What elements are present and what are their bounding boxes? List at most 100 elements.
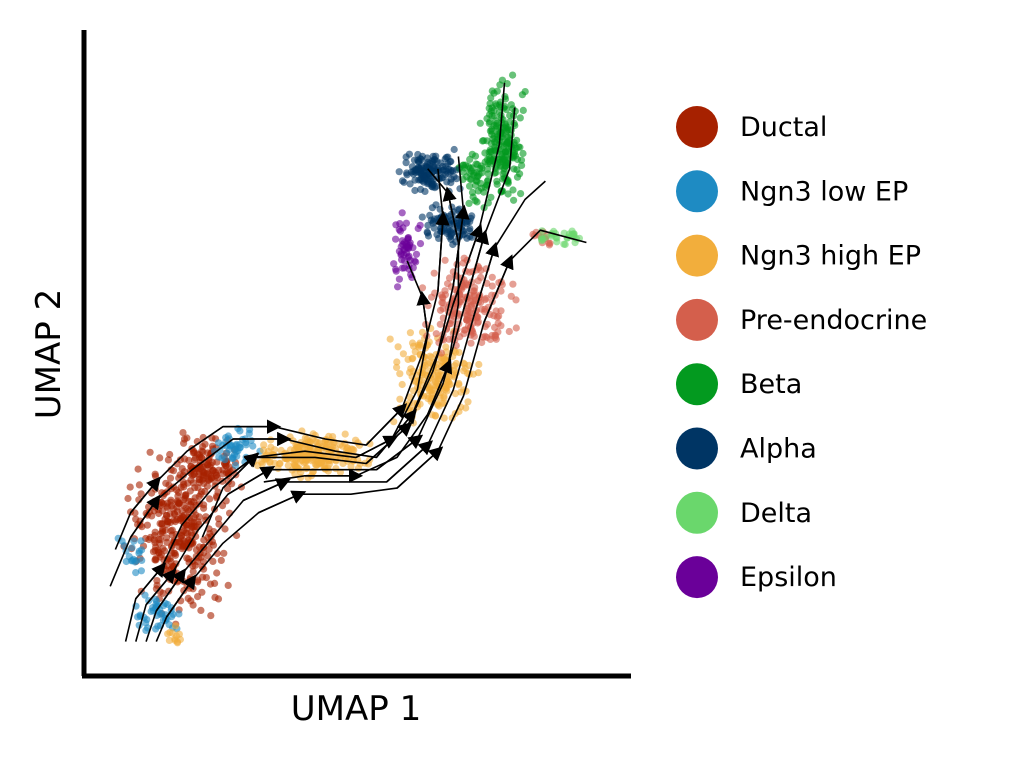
data-point (519, 106, 527, 114)
data-point (441, 256, 449, 264)
data-point (149, 604, 157, 612)
data-point (355, 441, 364, 449)
data-point (450, 145, 458, 154)
data-point (138, 556, 146, 565)
data-point (131, 558, 139, 566)
data-point (169, 505, 177, 513)
legend-item: Delta (676, 491, 812, 534)
data-point (181, 455, 189, 463)
data-point (488, 291, 496, 299)
data-point (175, 543, 183, 551)
data-point (474, 318, 482, 326)
legend-label: Ngn3 low EP (740, 176, 908, 207)
data-point (212, 471, 221, 479)
data-point (509, 186, 517, 194)
data-point (402, 240, 410, 248)
data-point (221, 525, 229, 533)
data-point (128, 544, 136, 552)
data-point (487, 94, 495, 102)
data-point (165, 636, 173, 645)
data-point (411, 176, 419, 184)
streamline-arrow (365, 403, 408, 446)
data-point (447, 320, 455, 328)
data-point (396, 395, 404, 403)
data-point (211, 579, 219, 588)
data-point (275, 460, 283, 468)
data-point (176, 635, 184, 644)
data-point (134, 465, 142, 473)
data-point (405, 150, 413, 158)
data-point (191, 484, 199, 492)
data-point (191, 454, 199, 462)
data-point (424, 302, 432, 310)
data-point (183, 434, 191, 442)
data-point (492, 307, 500, 315)
data-point (207, 612, 215, 620)
data-point (493, 180, 501, 188)
data-point (321, 462, 329, 470)
streamline-arrow (473, 241, 500, 317)
data-point (283, 455, 291, 463)
data-point (174, 498, 182, 506)
data-point (467, 339, 475, 347)
legend-label: Epsilon (740, 562, 837, 593)
data-point (138, 546, 146, 554)
data-point (483, 115, 491, 123)
data-point (295, 465, 304, 473)
data-point (142, 626, 150, 635)
data-point (187, 597, 195, 605)
data-point (164, 456, 172, 464)
data-point (439, 305, 447, 313)
data-point (303, 435, 311, 443)
data-point (386, 335, 394, 343)
data-point (313, 438, 321, 446)
data-point (349, 445, 357, 453)
legend-swatch (676, 298, 718, 341)
streamline-arrow (355, 435, 399, 459)
data-point (445, 165, 453, 173)
data-point (164, 630, 172, 638)
data-point (233, 452, 241, 460)
data-point (512, 324, 520, 332)
streamline-arrow (376, 434, 424, 471)
data-point (477, 273, 485, 281)
data-point (468, 188, 477, 196)
data-point (393, 363, 401, 371)
data-point (512, 296, 520, 304)
legend-item: Alpha (676, 427, 817, 470)
data-point (163, 538, 171, 547)
data-point (406, 180, 414, 188)
data-point (199, 448, 207, 456)
data-point (502, 161, 510, 169)
data-point (428, 204, 436, 212)
data-point (428, 411, 436, 419)
data-point (445, 335, 453, 343)
data-point (483, 333, 491, 341)
data-point (395, 275, 403, 283)
data-point (463, 315, 471, 323)
data-point (504, 190, 512, 198)
data-point (156, 454, 164, 462)
data-point (194, 578, 202, 586)
legend-label: Ngn3 high EP (740, 241, 921, 272)
data-point (397, 251, 405, 259)
data-point (542, 233, 550, 241)
data-point (484, 170, 492, 178)
legend-swatch (676, 170, 718, 213)
legend-item: Ductal (676, 106, 827, 148)
data-point (215, 515, 223, 523)
data-point (432, 330, 440, 338)
data-point (153, 581, 161, 589)
data-point (474, 369, 482, 377)
data-point (553, 238, 561, 246)
data-point (446, 221, 454, 229)
data-point (184, 506, 192, 514)
data-point (406, 393, 414, 401)
data-point (224, 485, 232, 493)
data-point (142, 619, 150, 627)
data-point (409, 354, 417, 362)
data-point (424, 229, 432, 237)
data-point (516, 114, 524, 122)
data-point (472, 160, 480, 168)
legend-label: Delta (740, 498, 812, 529)
